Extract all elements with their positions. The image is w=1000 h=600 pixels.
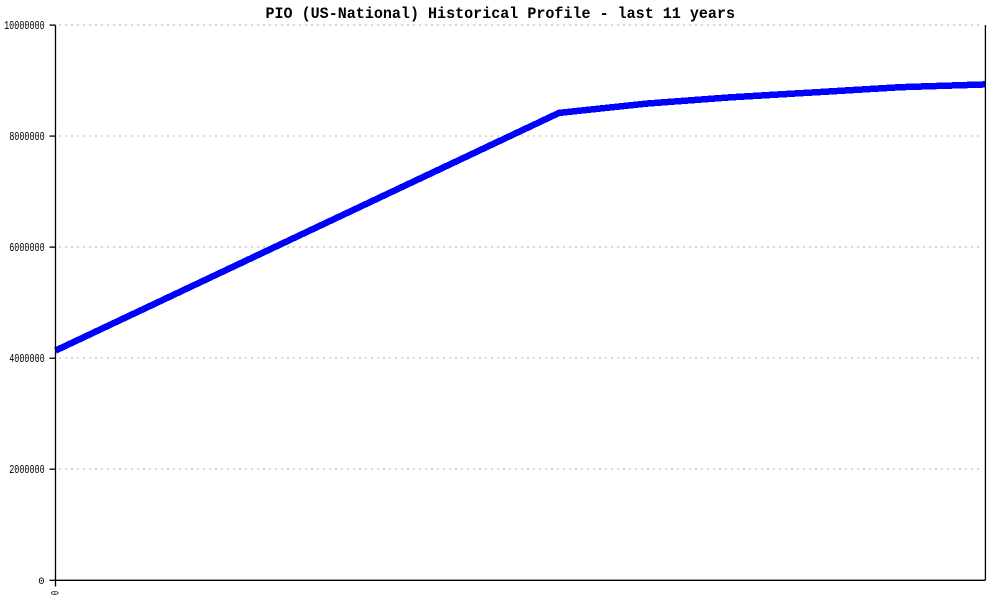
svg-text:0: 0 [49,591,62,596]
svg-text:10000000: 10000000 [4,20,45,33]
svg-text:PIO (US-National) Historical P: PIO (US-National) Historical Profile - l… [266,5,736,23]
svg-text:2000000: 2000000 [9,464,45,477]
svg-text:4000000: 4000000 [9,353,45,366]
svg-text:8000000: 8000000 [9,131,45,144]
svg-text:0: 0 [38,576,44,588]
svg-text:6000000: 6000000 [9,242,45,255]
